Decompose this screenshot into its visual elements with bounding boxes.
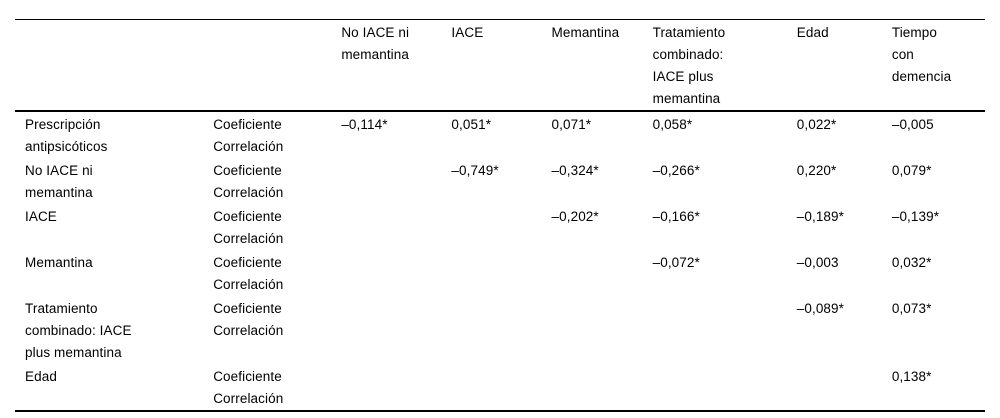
value-cell	[441, 204, 541, 250]
table-row-prescripcion-antipsicoticos: Prescripción antipsicóticos Coeficiente …	[15, 111, 985, 158]
value-cell	[331, 250, 441, 296]
value-cell: –0,324*	[551, 163, 599, 178]
value-cell	[441, 296, 541, 364]
value-cell: 0,032*	[891, 255, 932, 270]
header-cell-iace: IACE	[441, 19, 542, 112]
value-cell: –0,749*	[451, 163, 499, 178]
value-cell: –0,266*	[652, 163, 700, 178]
value-cell: 0,058*	[652, 117, 693, 132]
value-cell: –0,089*	[796, 301, 844, 316]
header-cell-no-iace-ni-memantina: No IACE ni memantina	[331, 19, 442, 112]
header-cell-stat	[203, 19, 332, 112]
value-cell	[542, 364, 643, 411]
value-cell: –0,202*	[551, 209, 599, 224]
header-cell-tratamiento-combinado: Tratamiento combinado: IACE plus memanti…	[642, 19, 787, 112]
table-row-memantina: Memantina Coeficiente Correlación –0,072…	[15, 250, 985, 296]
value-cell	[643, 296, 787, 364]
correlation-table: No IACE ni memantina IACE Memantina Trat…	[15, 19, 985, 412]
row-label: Memantina	[25, 255, 93, 270]
stat-label: Coeficiente Correlación	[213, 301, 284, 338]
value-cell	[331, 158, 441, 204]
table-row-edad: Edad Coeficiente Correlación 0,138*	[15, 364, 985, 411]
row-label: No IACE ni memantina	[25, 163, 93, 200]
value-cell	[542, 296, 643, 364]
value-cell	[787, 364, 882, 411]
stat-label: Coeficiente Correlación	[213, 255, 284, 292]
value-cell: 0,051*	[451, 117, 492, 132]
table-row-no-iace-ni-memantina: No IACE ni memantina Coeficiente Correla…	[15, 158, 985, 204]
value-cell: 0,220*	[796, 163, 837, 178]
header-row: No IACE ni memantina IACE Memantina Trat…	[15, 19, 985, 112]
value-cell	[331, 364, 441, 411]
header-cell-rowlabel	[15, 19, 204, 112]
value-cell	[643, 364, 787, 411]
table-row-tratamiento-combinado: Tratamiento combinado: IACE plus memanti…	[15, 296, 985, 364]
value-cell: –0,166*	[652, 209, 700, 224]
header-cell-tiempo-con-demencia: Tiempo con demencia	[881, 19, 985, 112]
row-label: Prescripción antipsicóticos	[25, 117, 108, 154]
row-label: IACE	[25, 209, 57, 224]
stat-label: Coeficiente Correlación	[213, 209, 284, 246]
table-row-iace: IACE Coeficiente Correlación –0,202* –0,…	[15, 204, 985, 250]
value-cell	[331, 204, 441, 250]
value-cell	[441, 250, 541, 296]
value-cell: 0,138*	[891, 369, 932, 384]
header-cell-memantina: Memantina	[541, 19, 643, 112]
value-cell: –0,005	[891, 117, 934, 132]
value-cell	[542, 250, 643, 296]
stat-label: Coeficiente Correlación	[213, 369, 284, 406]
stat-label: Coeficiente Correlación	[213, 163, 284, 200]
header-cell-edad: Edad	[786, 19, 882, 112]
row-label: Edad	[25, 369, 57, 384]
value-cell: –0,139*	[891, 209, 940, 224]
row-label: Tratamiento combinado: IACE plus memanti…	[25, 301, 132, 360]
value-cell: –0,003	[796, 255, 839, 270]
value-cell	[441, 364, 541, 411]
value-cell: 0,071*	[551, 117, 592, 132]
value-cell: –0,072*	[652, 255, 700, 270]
value-cell: 0,073*	[891, 301, 932, 316]
value-cell: –0,114*	[341, 117, 388, 132]
value-cell	[331, 296, 441, 364]
value-cell: 0,022*	[796, 117, 837, 132]
stat-label: Coeficiente Correlación	[213, 117, 284, 154]
value-cell: 0,079*	[891, 163, 932, 178]
value-cell: –0,189*	[796, 209, 844, 224]
